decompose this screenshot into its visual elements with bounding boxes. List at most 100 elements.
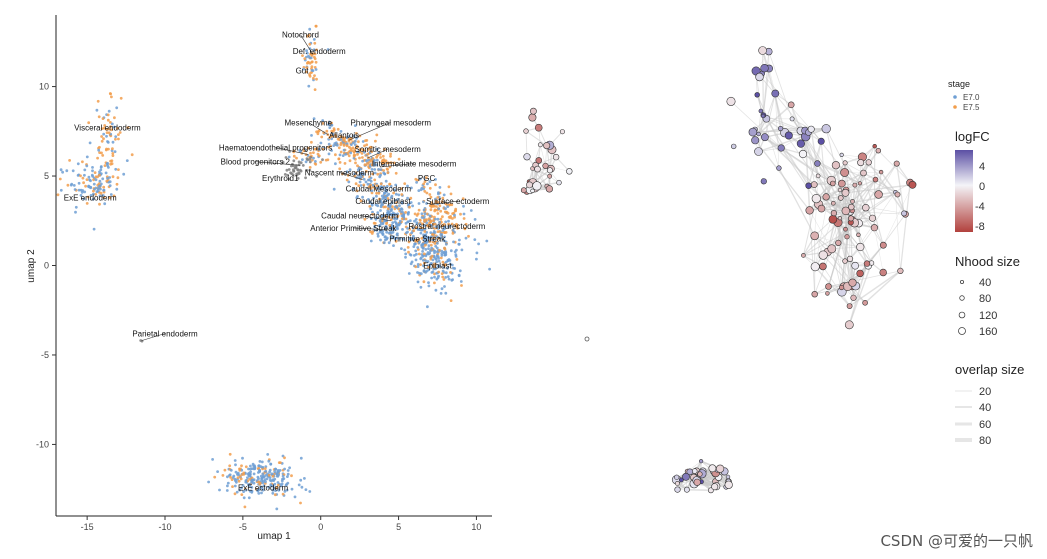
umap-point (455, 258, 459, 261)
x-axis-title: umap 1 (257, 531, 291, 542)
umap-point (102, 189, 105, 192)
umap-point (244, 479, 248, 483)
umap-point (423, 190, 427, 193)
graph-edge (525, 130, 548, 147)
cluster-label: Mesenchyme (284, 118, 332, 127)
umap-point (427, 247, 430, 251)
graph-edge (809, 210, 816, 295)
umap-point (247, 471, 251, 475)
umap-point (362, 173, 366, 176)
umap-point (391, 221, 395, 225)
label-leader (429, 200, 458, 205)
umap-point (439, 236, 443, 240)
umap-point (389, 154, 392, 158)
umap-point (327, 120, 331, 124)
umap-point (455, 248, 458, 252)
umap-point (435, 250, 439, 254)
nhood-size-40-swatch (960, 279, 965, 284)
umap-point (339, 135, 343, 138)
graph-node (851, 261, 860, 270)
umap-point (304, 488, 308, 491)
umap-point (395, 222, 398, 226)
umap-point (418, 271, 421, 275)
graph-node (829, 180, 836, 187)
graph-node (842, 258, 848, 264)
graph-edge (768, 68, 776, 94)
graph-node (566, 168, 573, 175)
umap-point (102, 185, 106, 189)
umap-point (374, 203, 378, 207)
cluster-label: Notochord (282, 31, 319, 40)
x-tick-label: 0 (318, 522, 323, 532)
umap-point (436, 230, 440, 234)
umap-point (286, 469, 290, 472)
umap-point (352, 134, 356, 138)
umap-point (242, 490, 246, 493)
umap-point (420, 236, 424, 240)
umap-point (99, 191, 103, 195)
umap-point (422, 208, 426, 212)
umap-point (434, 244, 438, 248)
umap-point (96, 156, 99, 160)
umap-point (268, 468, 272, 472)
graph-node (856, 232, 861, 238)
umap-point (409, 262, 413, 266)
umap-point (100, 139, 104, 143)
umap-point (400, 200, 404, 204)
umap-point (99, 165, 103, 168)
umap-point (446, 266, 449, 270)
umap-point (384, 188, 387, 192)
umap-point (231, 485, 234, 488)
cluster-label: Haematoendothelial progenitors (219, 143, 332, 152)
cluster-label: Epiblast (423, 262, 452, 271)
umap-point (369, 207, 373, 211)
umap-point (110, 95, 113, 99)
graph-edge (756, 94, 782, 149)
label-leader (308, 122, 329, 136)
umap-point (260, 486, 264, 490)
umap-point (299, 169, 303, 173)
umap-point (359, 147, 362, 151)
umap-point (429, 256, 433, 259)
umap-point (437, 259, 441, 263)
umap-point (107, 131, 111, 135)
umap-point (417, 189, 421, 193)
umap-point (229, 468, 233, 472)
umap-point (447, 185, 451, 189)
umap-point (68, 159, 71, 162)
umap-point (406, 184, 409, 188)
umap-point (221, 474, 225, 477)
graph-node (528, 113, 537, 122)
label-leader (300, 34, 314, 55)
graph-node (879, 268, 887, 277)
graph-node (830, 210, 838, 217)
umap-point (96, 189, 100, 193)
umap-point (423, 230, 427, 233)
umap-point (433, 262, 437, 266)
umap-point (286, 173, 290, 177)
umap-point (361, 159, 364, 163)
umap-point (375, 147, 379, 151)
graph-nodes (520, 46, 917, 494)
graph-node (526, 181, 533, 189)
umap-point (444, 276, 447, 279)
umap-point (307, 33, 311, 37)
umap-point (297, 160, 301, 164)
umap-point (292, 159, 296, 163)
isolated-node (584, 336, 590, 342)
umap-point (98, 202, 101, 206)
umap-point (419, 257, 423, 261)
umap-point (449, 299, 453, 302)
umap-point (368, 165, 372, 168)
umap-point (385, 230, 389, 234)
umap-point (342, 144, 346, 147)
graph-node (674, 486, 681, 493)
graph-node (835, 239, 842, 246)
umap-point (108, 176, 111, 179)
graph-edge (854, 184, 874, 219)
umap-point (444, 291, 448, 295)
umap-point (444, 271, 448, 275)
umap-point (372, 196, 375, 200)
graph-node (872, 144, 877, 149)
umap-point (334, 143, 338, 147)
